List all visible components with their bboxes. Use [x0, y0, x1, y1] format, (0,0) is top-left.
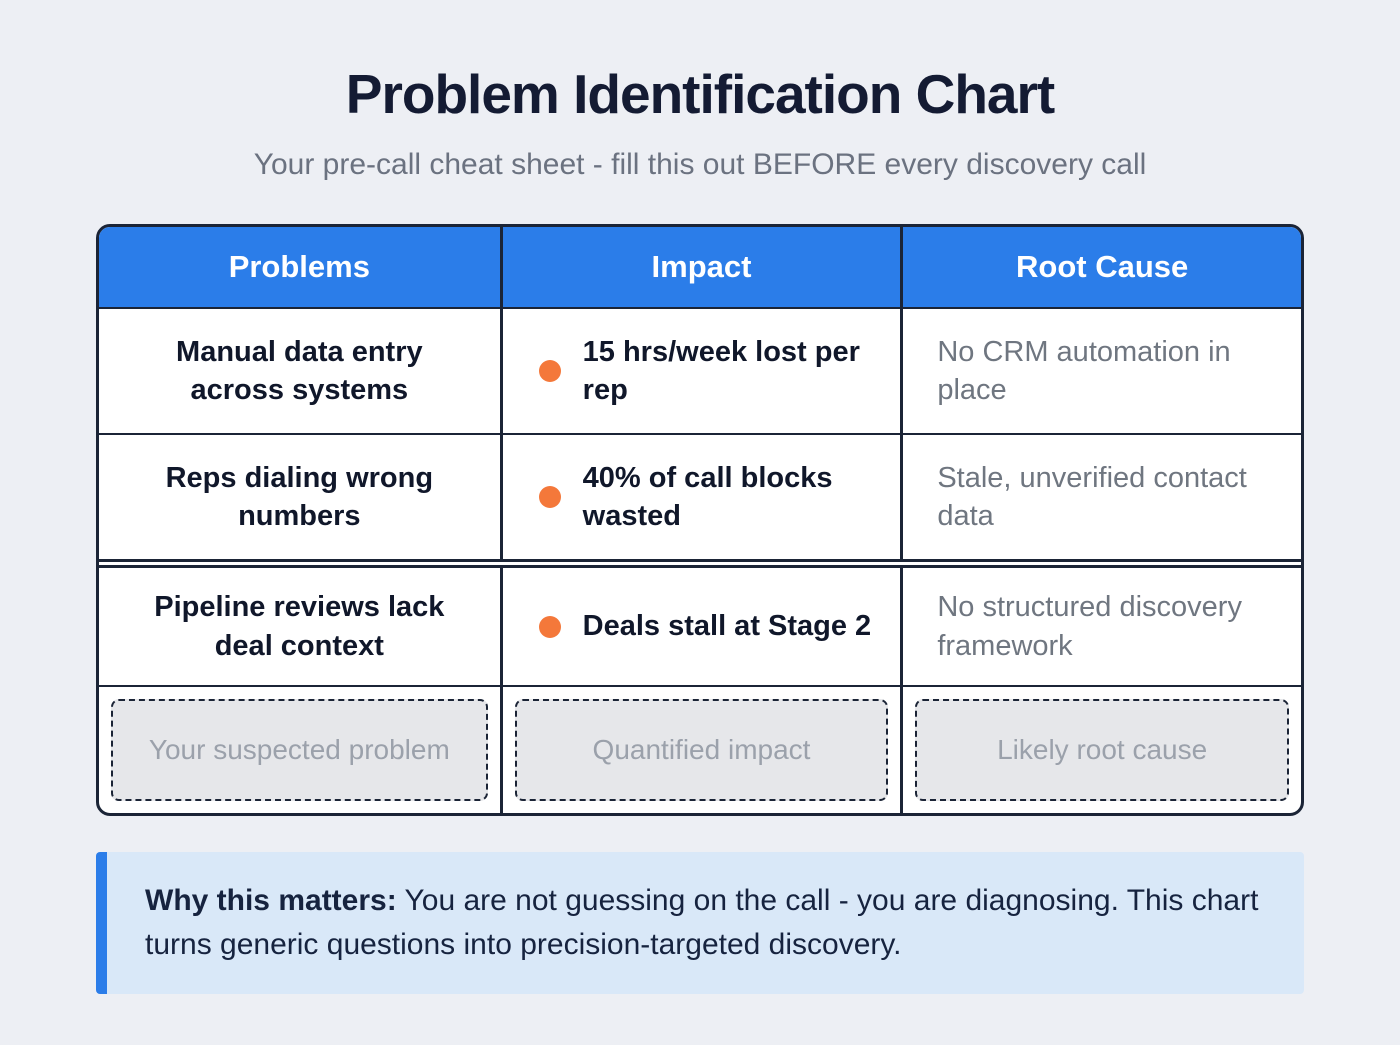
why-this-matters-callout: Why this matters: You are not guessing o…: [96, 852, 1304, 995]
page: Problem Identification Chart Your pre-ca…: [96, 0, 1304, 995]
page-title: Problem Identification Chart: [345, 63, 1055, 125]
problem-cell: Pipeline reviews lack deal context: [154, 591, 445, 662]
problem-cell: Manual data entry across systems: [176, 335, 423, 406]
root-cause-cell: No CRM automation in place: [900, 309, 1301, 433]
suspected-problem-input[interactable]: Your suspected problem: [111, 699, 488, 801]
root-cause-cell: No structured discovery framework: [900, 568, 1301, 685]
column-header-root-cause: Root Cause: [900, 227, 1301, 307]
impact-text: 40% of call blocks wasted: [582, 461, 833, 532]
column-header-impact: Impact: [499, 227, 901, 307]
root-cause-cell: Stale, unverified contact data: [900, 435, 1301, 559]
table-row: Manual data entry across systems 15 hrs/…: [99, 307, 1301, 433]
table-row: Reps dialing wrong numbers 40% of call b…: [99, 433, 1301, 559]
callout-lead: Why this matters:: [145, 884, 397, 917]
table-row: Pipeline reviews lack deal context Deals…: [99, 559, 1301, 685]
orange-dot-icon: [538, 360, 561, 382]
likely-root-cause-input[interactable]: Likely root cause: [915, 699, 1289, 801]
table-header-row: Problems Impact Root Cause: [99, 227, 1301, 307]
problem-identification-table: Problems Impact Root Cause Manual data e…: [96, 224, 1304, 816]
impact-cell: 15 hrs/week lost per rep: [499, 309, 901, 433]
orange-dot-icon: [538, 615, 561, 638]
callout-text: You are not guessing on the call - you a…: [145, 884, 1259, 962]
impact-cell: Deals stall at Stage 2: [499, 568, 901, 685]
quantified-impact-input[interactable]: Quantified impact: [514, 699, 889, 801]
fill-in-row: Your suspected problem Quantified impact…: [99, 685, 1301, 813]
root-cause-input-cell: Likely root cause: [900, 687, 1301, 813]
orange-dot-icon: [538, 486, 561, 508]
page-subtitle: Your pre-call cheat sheet - fill this ou…: [253, 148, 1147, 181]
column-header-problems: Problems: [228, 249, 370, 284]
impact-text: 15 hrs/week lost per rep: [582, 335, 860, 406]
problem-input-cell: Your suspected problem: [99, 687, 500, 813]
impact-cell: 40% of call blocks wasted: [499, 435, 901, 559]
impact-input-cell: Quantified impact: [499, 687, 901, 813]
problem-cell: Reps dialing wrong numbers: [165, 461, 434, 532]
impact-text: Deals stall at Stage 2: [582, 610, 872, 643]
